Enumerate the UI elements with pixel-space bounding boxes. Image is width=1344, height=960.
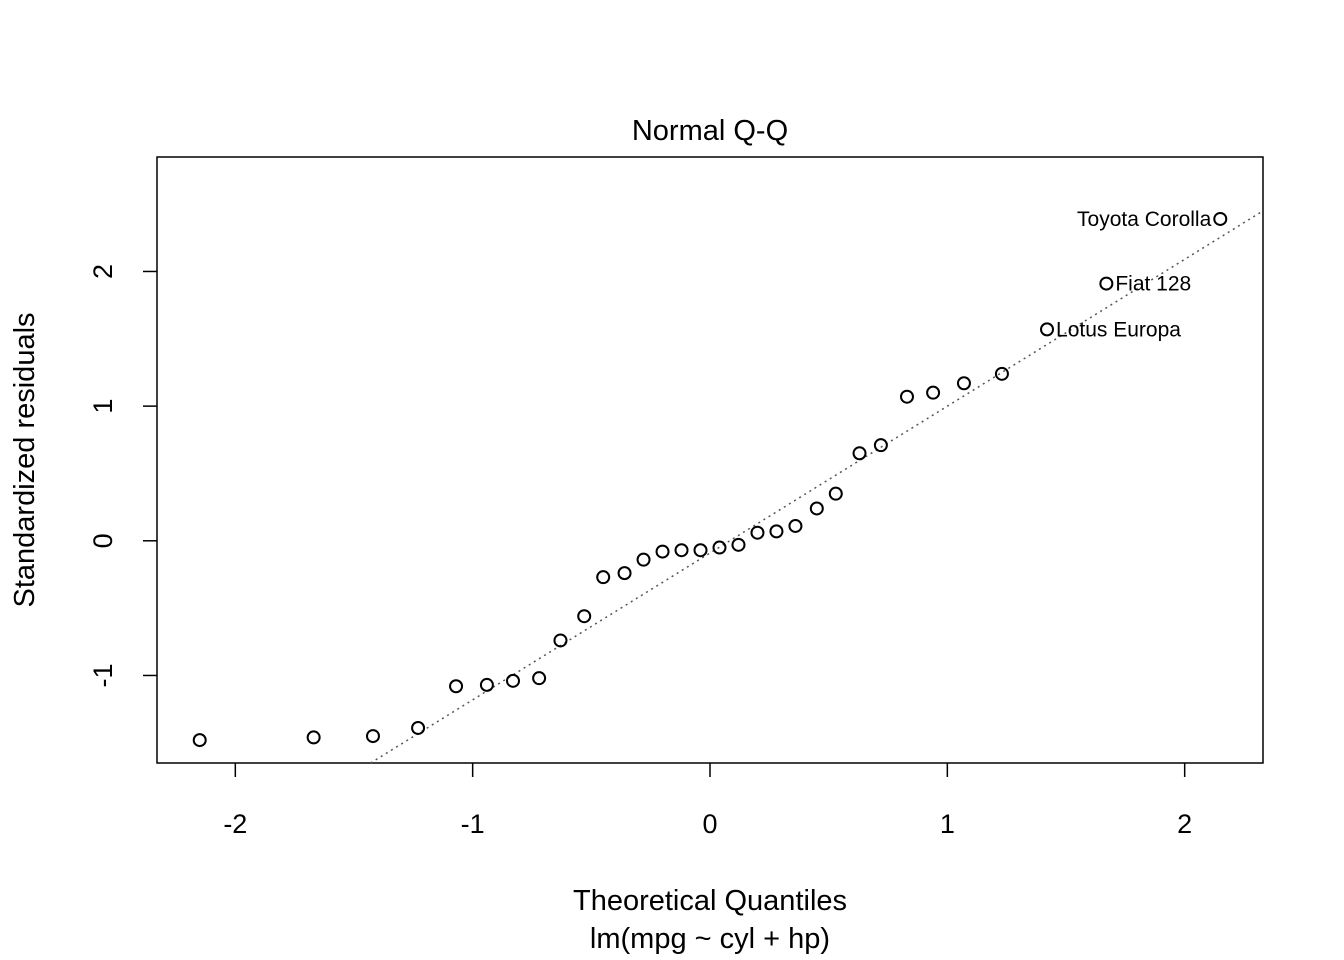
data-point [365, 729, 380, 744]
x-tick-label: -1 [461, 809, 485, 839]
data-point [506, 673, 521, 688]
point-label: Fiat 128 [1115, 273, 1191, 296]
data-point [956, 376, 971, 391]
data-point [553, 633, 568, 648]
data-point [596, 570, 611, 585]
x-axis-title: Theoretical Quantiles [573, 885, 847, 917]
qq-reference-line [370, 210, 1264, 764]
data-point [769, 524, 784, 539]
data-point [750, 525, 765, 540]
data-point [712, 540, 727, 555]
y-tick-label: -1 [88, 663, 118, 687]
data-point [693, 543, 708, 558]
x-tick-label: -2 [223, 809, 247, 839]
y-tick-label: 2 [88, 264, 118, 279]
data-point [809, 501, 824, 516]
data-point [899, 389, 914, 404]
data-point [192, 733, 207, 748]
plot-frame [156, 156, 1264, 764]
y-axis-title: Standardized residuals [9, 312, 41, 607]
data-point [852, 446, 867, 461]
data-point [617, 566, 632, 581]
data-point [1099, 276, 1114, 291]
points-layer [192, 211, 1228, 748]
data-point [873, 438, 888, 453]
data-point [306, 730, 321, 745]
y-tick-label: 1 [88, 399, 118, 414]
x-axis: -2 -1 0 1 2 [223, 763, 1192, 839]
data-point [926, 385, 941, 400]
x-tick-label: 1 [940, 809, 955, 839]
data-point [636, 552, 651, 567]
x-tick-label: 2 [1177, 809, 1192, 839]
data-point [731, 537, 746, 552]
point-label: Lotus Europa [1056, 318, 1181, 341]
reference-line-layer [370, 210, 1264, 764]
point-labels-layer: Lotus Europa Fiat 128 Toyota Corolla [1056, 208, 1212, 341]
y-tick-label: 0 [88, 533, 118, 548]
y-axis: -1 0 1 2 [88, 264, 157, 687]
data-point [674, 543, 689, 558]
data-point [411, 720, 426, 735]
chart-title: Normal Q-Q [632, 115, 788, 147]
point-label: Toyota Corolla [1077, 208, 1212, 231]
data-point [828, 486, 843, 501]
data-point [577, 609, 592, 624]
data-point [479, 677, 494, 692]
x-tick-label: 0 [702, 809, 717, 839]
data-point [1213, 211, 1228, 226]
data-point [788, 518, 803, 533]
data-point [655, 544, 670, 559]
data-point [994, 366, 1009, 381]
data-point [532, 671, 547, 686]
data-point [449, 679, 464, 694]
x-axis-subtitle: lm(mpg ~ cyl + hp) [590, 923, 830, 955]
data-point [1040, 322, 1055, 337]
